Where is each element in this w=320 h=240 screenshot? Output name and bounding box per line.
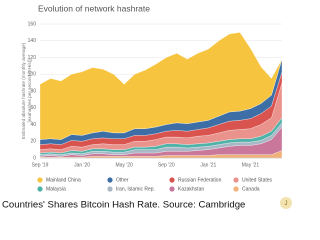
logo: J [280,197,292,209]
y-axis-label: [exahashes per second (EH/s)] [27,59,32,122]
y-tick-label: 140 [28,38,37,44]
legend-label: Kazakhstan [178,186,204,192]
x-tick-label: May '20 [115,162,133,168]
y-tick-label: 160 [28,21,37,27]
chart: Evolution of network hashrate J 0 20 40 60 8… [2,3,292,211]
legend-swatch [107,177,113,183]
legend-label: Malaysia [46,186,66,192]
x-tick-label: Jan '21 [200,162,216,168]
legend-swatch [169,186,175,192]
caption: Countries' Shares Bitcoin Hash Rate. Sou… [2,200,245,211]
y-tick-label: 120 [28,55,37,61]
legend-label: Mainland China [46,177,81,183]
legend-swatch [169,177,175,183]
x-tick-label: Sep '19 [32,162,49,168]
y-tick-label: 80 [30,88,36,94]
legend-label: Other [116,177,129,183]
y-tick-label: 100 [28,72,37,78]
legend-swatch [107,186,113,192]
legend-label: Russian Federation [178,177,222,183]
legend-swatch [37,177,43,183]
x-tick-label: Jan '20 [74,162,90,168]
legend-label: Canada [242,186,260,192]
y-axis-label: Estimated absolute hashrate (monthly ave… [21,42,26,139]
x-tick-label: Sep '20 [158,162,175,168]
y-tick-label: 40 [30,122,36,128]
y-tick-label: 0 [33,155,36,161]
x-tick-label: May '21 [242,162,260,168]
legend-swatch [233,186,239,192]
legend-label: Iran, Islamic Rep. [116,186,155,192]
y-tick-label: 20 [30,139,36,145]
legend-swatch [233,177,239,183]
area [39,32,283,140]
chart-title: Evolution of network hashrate [38,3,150,13]
svg-text:J: J [285,201,288,207]
legend-swatch [37,186,43,192]
legend-label: United States [242,177,273,183]
y-tick-label: 60 [30,105,36,111]
